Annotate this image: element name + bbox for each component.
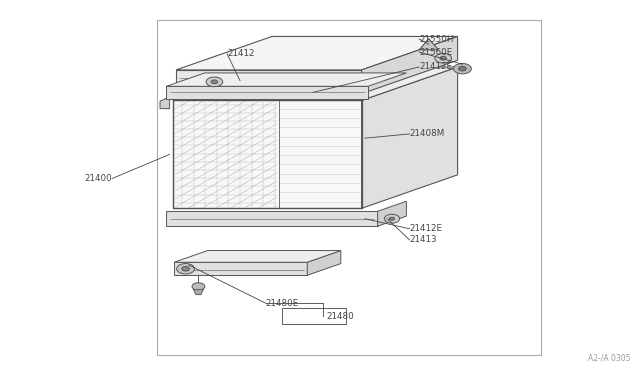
- Bar: [157, 20, 541, 355]
- Text: 21408M: 21408M: [410, 129, 445, 138]
- Polygon shape: [166, 211, 378, 226]
- Bar: [282, 308, 346, 324]
- Polygon shape: [307, 251, 340, 275]
- Circle shape: [453, 64, 471, 74]
- Polygon shape: [173, 67, 458, 100]
- Circle shape: [206, 77, 223, 87]
- Polygon shape: [419, 39, 438, 50]
- Text: 21550H: 21550H: [419, 35, 454, 44]
- Circle shape: [211, 80, 218, 84]
- Polygon shape: [173, 100, 362, 208]
- Text: 21480: 21480: [326, 312, 354, 321]
- Text: 21412E: 21412E: [419, 62, 452, 71]
- Text: A2-/A 0305: A2-/A 0305: [588, 354, 630, 363]
- Circle shape: [458, 67, 466, 71]
- Text: 21413: 21413: [410, 235, 437, 244]
- Polygon shape: [176, 70, 362, 94]
- Circle shape: [192, 283, 205, 290]
- Polygon shape: [166, 73, 406, 86]
- Text: 21400: 21400: [84, 174, 112, 183]
- Circle shape: [182, 266, 189, 271]
- Circle shape: [177, 264, 195, 274]
- Polygon shape: [378, 201, 406, 226]
- Polygon shape: [174, 262, 307, 275]
- Polygon shape: [160, 94, 176, 109]
- Polygon shape: [193, 289, 204, 295]
- Circle shape: [440, 56, 446, 60]
- Polygon shape: [362, 36, 458, 94]
- Text: 21412: 21412: [227, 49, 255, 58]
- Text: 21412E: 21412E: [410, 224, 443, 233]
- Polygon shape: [166, 86, 368, 99]
- Text: 21480E: 21480E: [266, 299, 299, 308]
- Text: 21560E: 21560E: [419, 48, 452, 57]
- Circle shape: [435, 53, 452, 63]
- Circle shape: [384, 214, 399, 223]
- Bar: [173, 100, 278, 208]
- Polygon shape: [174, 251, 340, 262]
- Polygon shape: [176, 36, 458, 70]
- Circle shape: [389, 217, 394, 220]
- Polygon shape: [362, 67, 458, 208]
